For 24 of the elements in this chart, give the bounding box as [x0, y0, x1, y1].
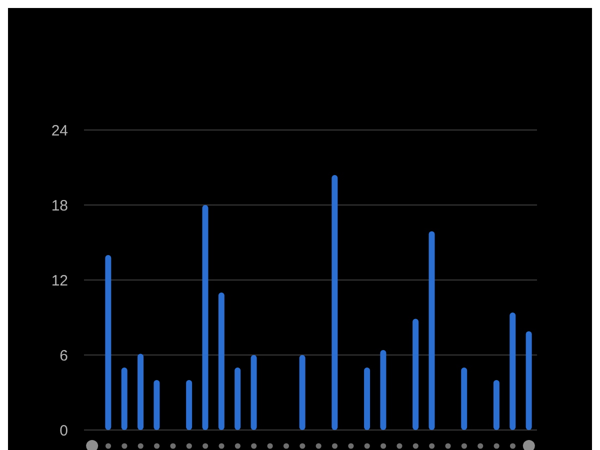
bar — [186, 380, 192, 430]
bar — [461, 368, 468, 430]
bar — [218, 292, 224, 430]
bar — [364, 368, 370, 430]
y-tick-label: 12 — [51, 272, 68, 290]
bar — [526, 331, 532, 430]
bar — [332, 175, 338, 430]
bar — [493, 380, 500, 430]
y-tick-label: 6 — [60, 347, 68, 364]
y-tick-label: 0 — [60, 422, 68, 440]
bar — [154, 380, 160, 430]
bar — [428, 231, 435, 430]
bar — [234, 368, 241, 430]
bar — [121, 368, 128, 430]
bar — [250, 355, 257, 430]
bar — [299, 355, 306, 430]
y-tick-label: 24 — [51, 122, 68, 140]
y-tick-label: 18 — [51, 197, 68, 214]
bar — [105, 255, 112, 430]
bar — [380, 350, 386, 430]
bar — [202, 205, 208, 430]
bar — [412, 318, 419, 430]
bar — [138, 354, 144, 430]
bar — [510, 312, 516, 430]
